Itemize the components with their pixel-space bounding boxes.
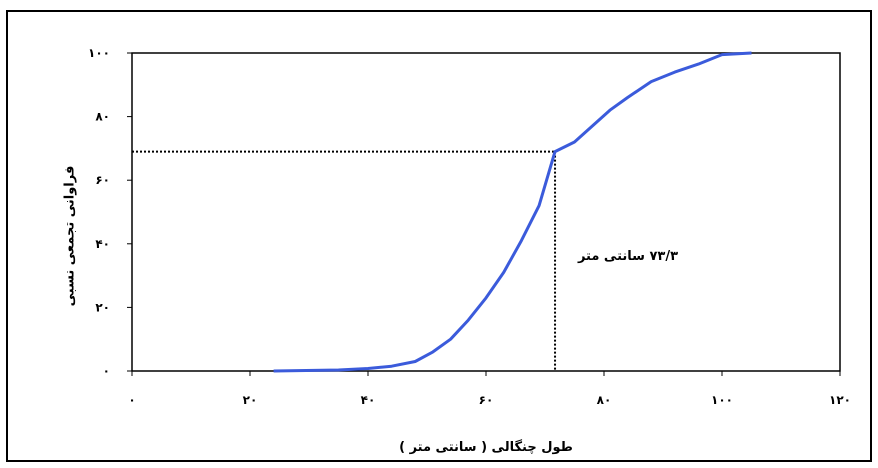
chart-svg: ۰ ۲۰ ۴۰ ۶۰ ۸۰ ۱۰۰ ۱۲۰ ۰ ۲۰ ۴۰ ۶۰ ۸۰ ۱۰۰ <box>88 46 851 407</box>
y-tick-label: ۱۰۰ <box>88 46 110 60</box>
x-tick-label: ۱۲۰ <box>829 393 851 407</box>
x-axis-label: طول چنگالی ( سانتی متر ) <box>399 440 573 455</box>
plot-area <box>131 52 841 372</box>
y-axis-label: فراوانی تجمعی نسبی <box>62 165 78 307</box>
annotation-label: ۷۳/۳ سانتی متر <box>577 249 679 264</box>
x-tick-label: ۲۰ <box>243 393 258 407</box>
chart-frame: ۰ ۲۰ ۴۰ ۶۰ ۸۰ ۱۰۰ ۱۲۰ ۰ ۲۰ ۴۰ ۶۰ ۸۰ ۱۰۰ فراوانی تجمع… <box>6 10 872 462</box>
y-tick-label: ۸۰ <box>95 110 110 124</box>
y-tick-label: ۲۰ <box>95 300 110 314</box>
y-tick-label: ۶۰ <box>95 173 110 187</box>
x-tick-label: ۴۰ <box>361 393 376 407</box>
x-tick-label: ۰ <box>128 393 135 407</box>
x-tick-label: ۱۰۰ <box>711 393 733 407</box>
x-tick-label: ۶۰ <box>479 393 494 407</box>
y-tick-label: ۰ <box>103 364 110 378</box>
cumulative-frequency-line <box>273 51 752 373</box>
y-tick-label: ۴۰ <box>95 237 110 251</box>
x-tick-label: ۸۰ <box>597 393 612 407</box>
